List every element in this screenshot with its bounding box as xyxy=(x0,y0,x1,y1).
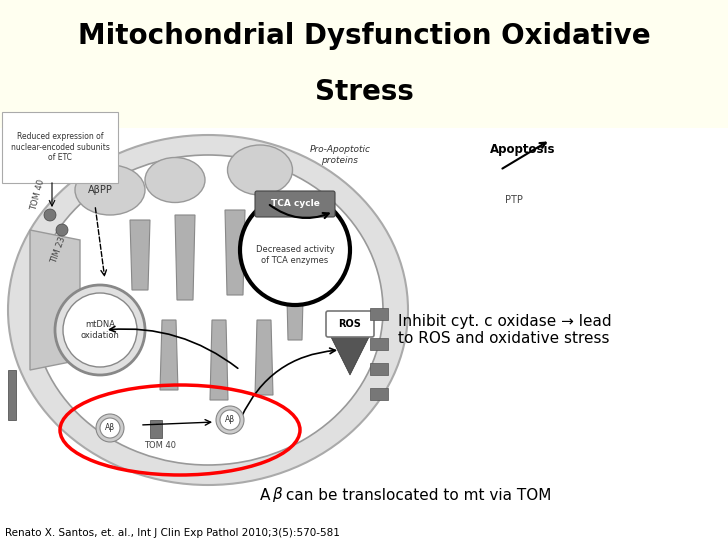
Ellipse shape xyxy=(33,155,383,465)
Circle shape xyxy=(44,209,56,221)
Ellipse shape xyxy=(145,157,205,203)
Circle shape xyxy=(55,285,145,375)
FancyBboxPatch shape xyxy=(255,191,335,217)
Text: PTP: PTP xyxy=(505,195,523,205)
Polygon shape xyxy=(225,210,245,295)
Text: TIM 23: TIM 23 xyxy=(49,235,67,265)
Text: mtDNA
oxidation: mtDNA oxidation xyxy=(81,321,119,340)
Ellipse shape xyxy=(227,145,293,195)
Circle shape xyxy=(216,406,244,434)
Bar xyxy=(370,338,388,350)
Polygon shape xyxy=(130,220,150,290)
FancyBboxPatch shape xyxy=(2,112,118,183)
Text: A: A xyxy=(260,488,270,502)
Ellipse shape xyxy=(8,135,408,485)
Bar xyxy=(8,370,16,420)
Text: AβPP: AβPP xyxy=(87,185,112,195)
Polygon shape xyxy=(210,320,228,400)
Circle shape xyxy=(56,224,68,236)
Text: TOM 40: TOM 40 xyxy=(144,441,176,449)
Ellipse shape xyxy=(75,165,145,215)
Text: Decreased activity
of TCA enzymes: Decreased activity of TCA enzymes xyxy=(256,245,334,265)
Circle shape xyxy=(63,293,137,367)
Text: β: β xyxy=(272,488,282,502)
Text: Stress: Stress xyxy=(314,79,414,106)
Bar xyxy=(150,420,162,438)
Circle shape xyxy=(240,195,350,305)
Text: Inhibit cyt. c oxidase → lead
to ROS and oxidative stress: Inhibit cyt. c oxidase → lead to ROS and… xyxy=(398,314,612,346)
Text: Aβ: Aβ xyxy=(105,424,115,432)
Bar xyxy=(370,363,388,375)
Text: ROS: ROS xyxy=(339,319,361,329)
Text: Mitochondrial Dysfunction Oxidative: Mitochondrial Dysfunction Oxidative xyxy=(78,22,650,50)
Text: TCA cycle: TCA cycle xyxy=(271,199,320,209)
Bar xyxy=(0,0,728,128)
Polygon shape xyxy=(285,215,305,340)
Polygon shape xyxy=(30,230,80,370)
Text: Apoptosis: Apoptosis xyxy=(490,144,555,157)
FancyBboxPatch shape xyxy=(326,311,374,337)
Text: Renato X. Santos, et. al., Int J Clin Exp Pathol 2010;3(5):570-581: Renato X. Santos, et. al., Int J Clin Ex… xyxy=(5,528,340,538)
Circle shape xyxy=(220,410,240,430)
Polygon shape xyxy=(160,320,178,390)
Text: TOM 40: TOM 40 xyxy=(30,179,47,212)
Text: Aβ: Aβ xyxy=(225,416,235,424)
Text: can be translocated to mt via TOM: can be translocated to mt via TOM xyxy=(281,488,551,502)
Polygon shape xyxy=(175,215,195,300)
Polygon shape xyxy=(255,320,273,395)
Circle shape xyxy=(100,418,120,438)
Bar xyxy=(370,308,388,320)
Text: Pro-Apoptotic
proteins: Pro-Apoptotic proteins xyxy=(309,145,371,165)
Bar xyxy=(370,388,388,400)
Polygon shape xyxy=(330,335,370,375)
Text: Reduced expression of
nuclear-encoded subunits
of ETC: Reduced expression of nuclear-encoded su… xyxy=(11,132,109,162)
Circle shape xyxy=(96,414,124,442)
